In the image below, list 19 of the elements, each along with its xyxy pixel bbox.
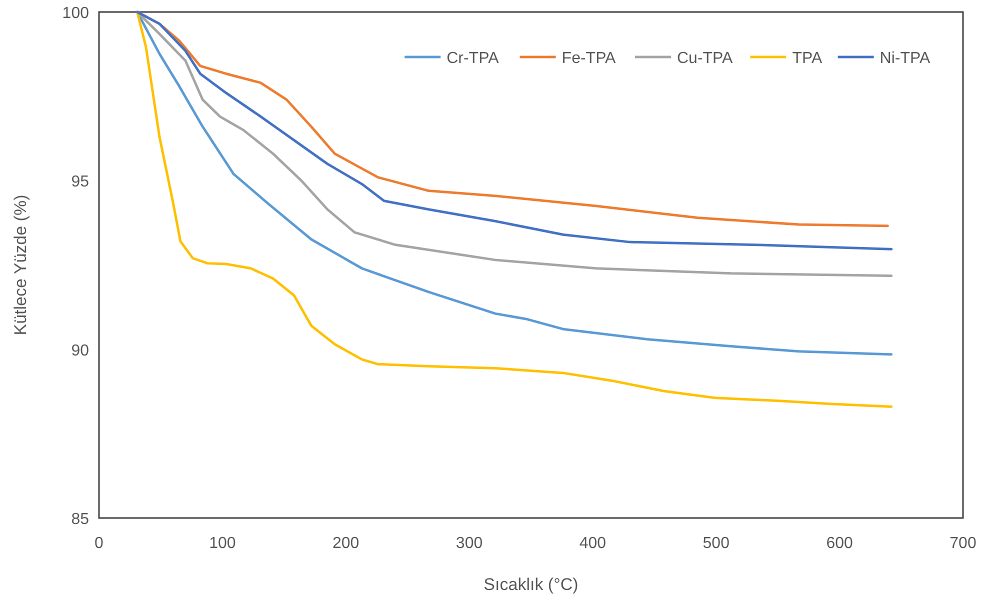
legend-label: TPA <box>792 50 822 67</box>
x-axis-title: Sıcaklık (°C) <box>484 575 578 594</box>
x-tick-label: 200 <box>332 535 360 552</box>
y-tick-label: 90 <box>71 342 90 360</box>
y-axis-title: Kütlece Yüzde (%) <box>11 194 30 336</box>
x-tick-label: 100 <box>209 535 236 552</box>
x-tick-label: 500 <box>702 535 730 552</box>
legend-label: Fe-TPA <box>562 50 616 67</box>
x-tick-label: 700 <box>950 535 976 552</box>
legend-label: Cu-TPA <box>677 50 734 67</box>
y-tick-label: 85 <box>71 511 90 528</box>
x-tick-label: 0 <box>94 535 104 552</box>
y-tick-label: 100 <box>62 5 90 22</box>
x-tick-label: 300 <box>456 535 483 552</box>
legend-label: Ni-TPA <box>880 50 930 67</box>
y-tick-label: 95 <box>71 174 90 191</box>
x-tick-label: 400 <box>579 535 606 552</box>
legend-label: Cr-TPA <box>446 50 500 67</box>
x-tick-label: 600 <box>826 535 854 552</box>
